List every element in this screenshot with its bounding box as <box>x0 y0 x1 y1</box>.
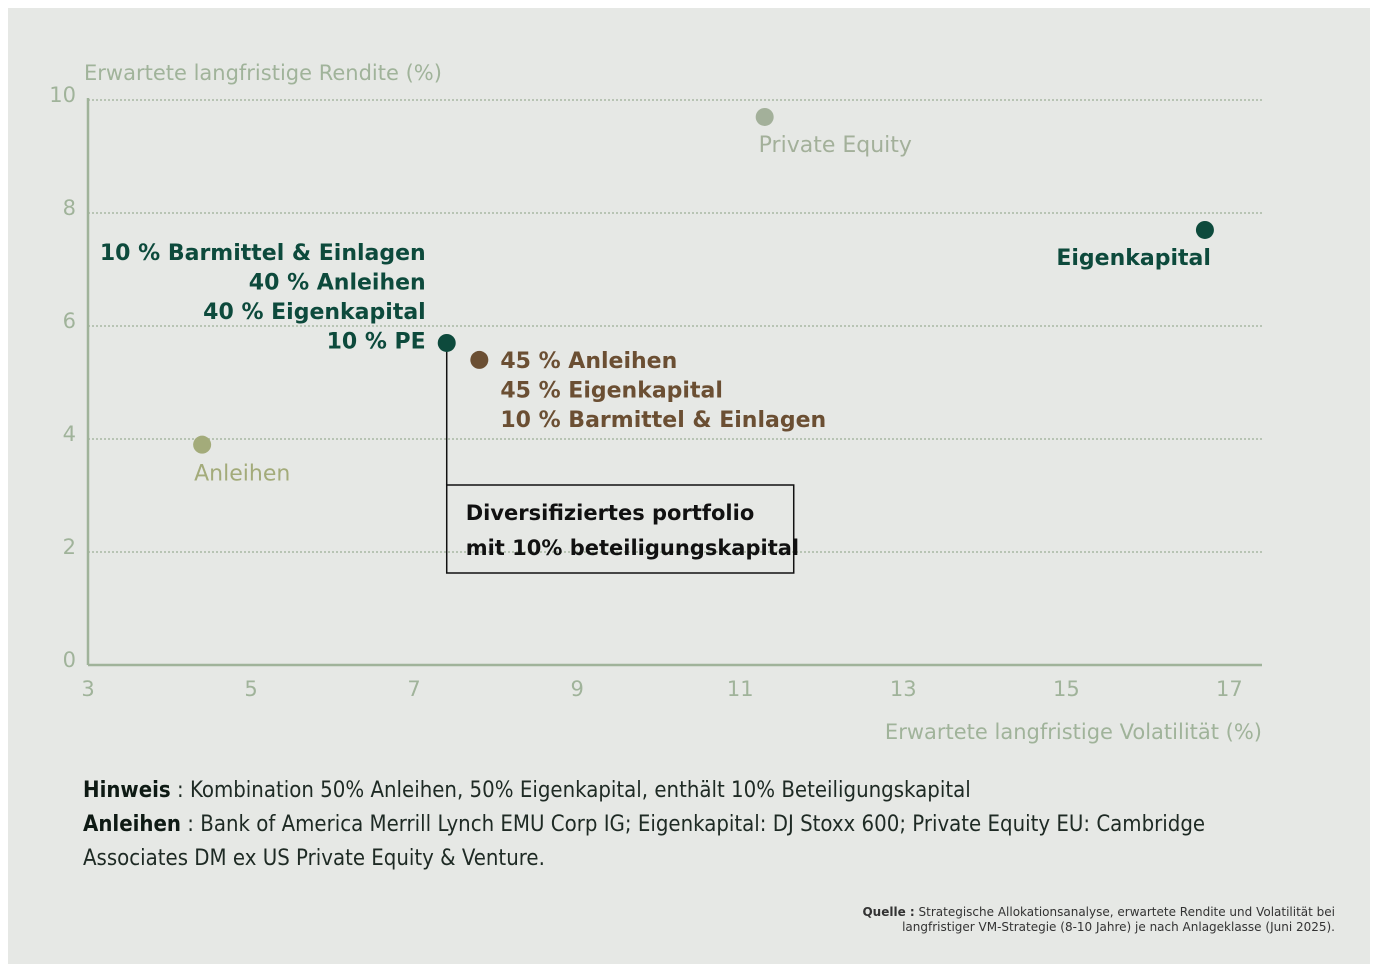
source-line: langfristiger VM-Strategie (8-10 Jahre) … <box>862 920 1335 935</box>
x-tick-label: 17 <box>1216 677 1243 701</box>
point <box>1195 220 1214 239</box>
source-text: langfristiger VM-Strategie (8-10 Jahre) … <box>902 920 1335 934</box>
point-label: 10 % Barmittel & Einlagen <box>100 241 426 266</box>
point-label: 45 % Anleihen <box>500 349 677 374</box>
point-label: Private Equity <box>759 133 912 158</box>
y-tick-label: 4 <box>63 422 76 446</box>
annotation-text: Diversifiziertes portfolio <box>466 501 755 525</box>
notes: Hinweis : Kombination 50% Anleihen, 50% … <box>83 774 1313 876</box>
note-label: Anleihen <box>83 812 182 837</box>
note: Hinweis : Kombination 50% Anleihen, 50% … <box>83 774 1313 808</box>
point <box>437 333 456 352</box>
x-tick-label: 9 <box>570 677 583 701</box>
note-text: : Bank of America Merrill Lynch EMU Corp… <box>83 812 1206 871</box>
point <box>755 107 774 126</box>
x-tick-label: 13 <box>890 677 917 701</box>
y-tick-label: 6 <box>63 309 76 333</box>
annotation-text: mit 10% beteiligungskapital <box>466 536 799 560</box>
source-label: Quelle : <box>862 905 915 919</box>
x-tick-label: 15 <box>1053 677 1080 701</box>
y-axis-title: Erwartete langfristige Rendite (%) <box>84 61 442 85</box>
note-text: : Kombination 50% Anleihen, 50% Eigenkap… <box>170 778 971 803</box>
source-line: Quelle : Strategische Allokationsanalyse… <box>862 905 1335 920</box>
point <box>193 435 212 454</box>
point-label: Anleihen <box>194 462 290 487</box>
point-label: Eigenkapital <box>1056 246 1211 271</box>
point-label: 10 % PE <box>327 329 426 354</box>
panel <box>8 8 1370 964</box>
point-label: 45 % Eigenkapital <box>500 378 723 403</box>
source: Quelle : Strategische Allokationsanalyse… <box>862 905 1335 935</box>
point-label: 40 % Eigenkapital <box>203 300 426 325</box>
annotation-box <box>445 484 795 574</box>
y-tick-label: 0 <box>63 648 76 672</box>
point <box>470 350 489 369</box>
y-tick-label: 8 <box>63 196 76 220</box>
source-text: Strategische Allokationsanalyse, erwarte… <box>914 905 1335 919</box>
point-label: 10 % Barmittel & Einlagen <box>500 408 826 433</box>
note: Anleihen : Bank of America Merrill Lynch… <box>83 808 1313 876</box>
x-tick-label: 7 <box>407 677 420 701</box>
x-tick-label: 11 <box>727 677 754 701</box>
y-tick-label: 2 <box>63 535 76 559</box>
note-label: Hinweis <box>83 778 171 803</box>
x-tick-label: 3 <box>81 677 94 701</box>
x-axis-title: Erwartete langfristige Volatilität (%) <box>885 720 1262 744</box>
y-tick-label: 10 <box>49 83 76 107</box>
point-label: 40 % Anleihen <box>249 270 426 295</box>
x-tick-label: 5 <box>244 677 257 701</box>
